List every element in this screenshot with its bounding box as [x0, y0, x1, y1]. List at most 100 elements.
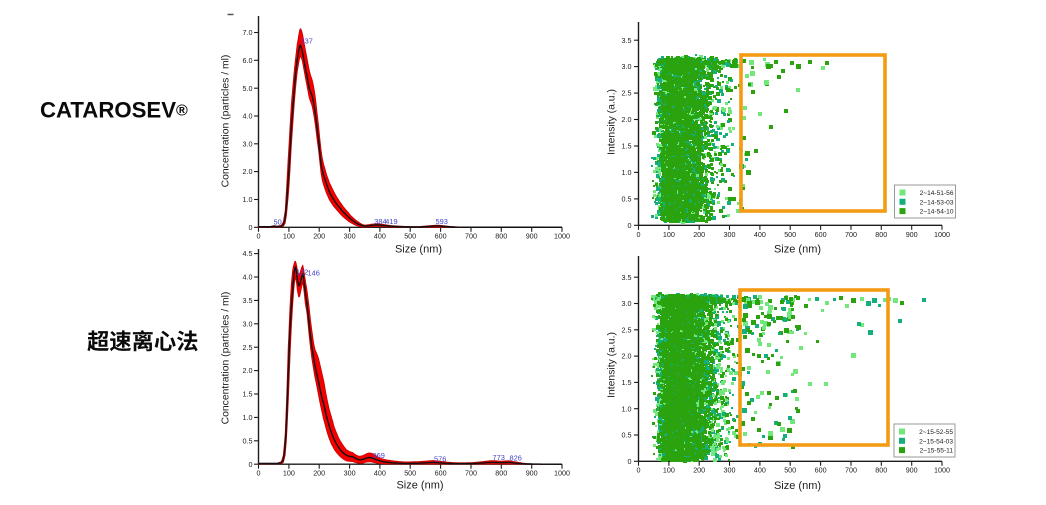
svg-text:593: 593 — [436, 217, 448, 226]
svg-text:0: 0 — [628, 457, 632, 466]
svg-text:146: 146 — [308, 269, 320, 278]
svg-text:1.0: 1.0 — [243, 195, 253, 204]
svg-text:3.0: 3.0 — [243, 139, 253, 148]
svg-text:1.0: 1.0 — [243, 413, 253, 422]
svg-text:100: 100 — [663, 230, 675, 239]
svg-text:Size (nm): Size (nm) — [396, 479, 443, 491]
svg-text:400: 400 — [754, 230, 766, 239]
svg-text:Intensity (a.u.): Intensity (a.u.) — [607, 332, 618, 398]
svg-text:800: 800 — [875, 466, 887, 475]
svg-text:500: 500 — [784, 230, 796, 239]
svg-text:0: 0 — [637, 230, 641, 239]
svg-text:600: 600 — [435, 232, 447, 241]
svg-text:100: 100 — [283, 232, 295, 241]
svg-text:1000: 1000 — [934, 466, 950, 475]
svg-text:2~15-54-03: 2~15-54-03 — [919, 438, 953, 445]
svg-text:Size (nm): Size (nm) — [774, 480, 821, 492]
svg-text:700: 700 — [845, 230, 857, 239]
svg-text:400: 400 — [374, 232, 386, 241]
svg-text:1.5: 1.5 — [622, 142, 632, 151]
svg-text:900: 900 — [526, 469, 538, 478]
svg-text:Size (nm): Size (nm) — [395, 244, 442, 256]
svg-text:CATAROSEV®: CATAROSEV® — [40, 98, 188, 123]
svg-text:900: 900 — [906, 230, 918, 239]
svg-text:419: 419 — [385, 217, 397, 226]
svg-text:Intensity (a.u.): Intensity (a.u.) — [607, 89, 618, 155]
svg-text:3.0: 3.0 — [243, 319, 253, 328]
svg-text:3.5: 3.5 — [243, 296, 253, 305]
svg-text:773: 773 — [493, 453, 505, 462]
svg-text:1.5: 1.5 — [622, 378, 632, 387]
svg-text:7.0: 7.0 — [243, 28, 253, 37]
svg-text:2.5: 2.5 — [622, 89, 632, 98]
svg-text:500: 500 — [784, 466, 796, 475]
svg-text:50: 50 — [274, 218, 282, 227]
svg-text:0.5: 0.5 — [243, 436, 253, 445]
svg-text:200: 200 — [693, 230, 705, 239]
svg-text:300: 300 — [724, 230, 736, 239]
svg-text:3.0: 3.0 — [622, 299, 632, 308]
svg-text:500: 500 — [404, 232, 416, 241]
svg-text:700: 700 — [465, 469, 477, 478]
svg-text:900: 900 — [526, 232, 538, 241]
svg-text:0: 0 — [628, 221, 632, 230]
svg-text:2.0: 2.0 — [622, 352, 632, 361]
svg-text:1000: 1000 — [554, 469, 570, 478]
svg-text:122: 122 — [296, 268, 308, 277]
svg-text:600: 600 — [815, 466, 827, 475]
svg-text:384: 384 — [374, 217, 386, 226]
svg-text:4.5: 4.5 — [243, 249, 253, 258]
svg-text:400: 400 — [754, 466, 766, 475]
svg-text:2~14-53-03: 2~14-53-03 — [920, 199, 954, 206]
svg-text:Size (nm): Size (nm) — [774, 243, 821, 255]
svg-text:200: 200 — [313, 232, 325, 241]
svg-text:2.5: 2.5 — [243, 343, 253, 352]
svg-text:500: 500 — [404, 469, 416, 478]
svg-text:1.0: 1.0 — [622, 168, 632, 177]
svg-text:137: 137 — [301, 37, 313, 46]
svg-text:800: 800 — [495, 469, 507, 478]
svg-text:100: 100 — [663, 466, 675, 475]
svg-text:0: 0 — [249, 460, 253, 469]
svg-text:1.5: 1.5 — [243, 390, 253, 399]
svg-text:369: 369 — [373, 451, 385, 460]
svg-text:400: 400 — [374, 469, 386, 478]
svg-text:2~15-55-11: 2~15-55-11 — [920, 448, 954, 455]
svg-text:2~14-54-10: 2~14-54-10 — [920, 209, 954, 216]
svg-text:Concentration (particles / ml): Concentration (particles / ml) — [221, 55, 232, 188]
svg-text:300: 300 — [724, 466, 736, 475]
svg-text:800: 800 — [495, 232, 507, 241]
svg-text:700: 700 — [465, 232, 477, 241]
svg-text:2.0: 2.0 — [243, 167, 253, 176]
svg-text:200: 200 — [693, 466, 705, 475]
svg-text:2.5: 2.5 — [622, 325, 632, 334]
svg-text:0: 0 — [249, 223, 253, 232]
svg-text:826: 826 — [510, 454, 522, 463]
svg-text:0: 0 — [257, 469, 261, 478]
svg-text:6.0: 6.0 — [243, 56, 253, 65]
svg-text:1.0: 1.0 — [622, 404, 632, 413]
svg-text:700: 700 — [845, 466, 857, 475]
svg-text:2.0: 2.0 — [622, 115, 632, 124]
svg-text:900: 900 — [906, 466, 918, 475]
svg-text:3.5: 3.5 — [622, 273, 632, 282]
svg-text:4.0: 4.0 — [243, 112, 253, 121]
svg-text:100: 100 — [283, 469, 295, 478]
svg-text:5.0: 5.0 — [243, 84, 253, 93]
svg-text:2.0: 2.0 — [243, 366, 253, 375]
svg-text:3.0: 3.0 — [622, 62, 632, 71]
svg-text:200: 200 — [313, 469, 325, 478]
svg-text:300: 300 — [344, 469, 356, 478]
svg-text:800: 800 — [875, 230, 887, 239]
svg-text:Concentration (particles / ml): Concentration (particles / ml) — [221, 292, 232, 425]
svg-text:3.5: 3.5 — [622, 36, 632, 45]
svg-text:0.5: 0.5 — [622, 431, 632, 440]
svg-text:4.0: 4.0 — [243, 273, 253, 282]
svg-text:1000: 1000 — [554, 232, 570, 241]
svg-text:0: 0 — [637, 466, 641, 475]
svg-text:2~15-52-55: 2~15-52-55 — [919, 429, 953, 436]
svg-text:600: 600 — [815, 230, 827, 239]
svg-text:0.5: 0.5 — [622, 195, 632, 204]
svg-text:300: 300 — [344, 232, 356, 241]
svg-text:576: 576 — [434, 455, 446, 464]
